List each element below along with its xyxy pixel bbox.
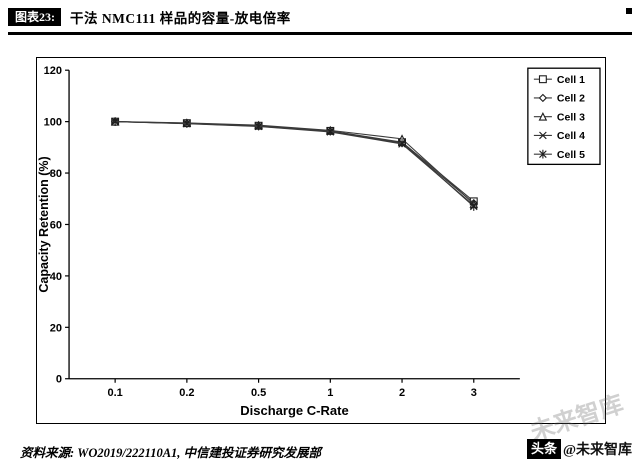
header-divider [8, 32, 632, 35]
x-tick-label: 2 [399, 387, 405, 399]
legend-label-cell-2: Cell 2 [557, 93, 585, 105]
legend-marker-cell-5 [539, 149, 547, 159]
x-tick-label: 3 [471, 387, 477, 399]
legend-item-cell-4: Cell 4 [533, 130, 585, 142]
legend-box [527, 67, 601, 166]
data-marker-cell-5 [469, 202, 478, 211]
series-cell-2 [110, 117, 478, 208]
legend-item-cell-3: Cell 3 [533, 111, 585, 123]
y-tick-label: 120 [44, 65, 62, 77]
legend-marker-cell-3 [538, 112, 548, 121]
series-cell-5 [111, 117, 478, 211]
series-line-cell-4 [115, 121, 475, 206]
legend-marker-cell-1 [538, 75, 547, 84]
legend-item-cell-5: Cell 5 [533, 149, 585, 161]
y-tick-label: 0 [56, 374, 62, 386]
legend-label-cell-3: Cell 3 [557, 111, 585, 123]
source-note: 资料来源: WO2019/222110A1, 中信建投证券研究发展部 [20, 446, 322, 460]
series-line-cell-2 [115, 121, 475, 204]
data-marker-cell-5 [398, 138, 406, 148]
chart-canvas: 0 20 40 60 80 100 120 0.1 0.2 0.5 1 2 3 Capacity Rete… [37, 65, 601, 418]
publisher-row: 头条 @未来智库 [526, 439, 632, 460]
publisher-handle: @未来智库 [562, 443, 632, 459]
y-tick-label: 80 [50, 168, 62, 180]
series-line-cell-3 [115, 121, 475, 205]
x-tick-label: 0.5 [251, 387, 266, 399]
legend-item-cell-2: Cell 2 [533, 93, 585, 105]
data-marker-cell-5 [111, 117, 119, 127]
toutiao-badge: 头条 [526, 439, 561, 460]
legend-label-cell-4: Cell 4 [557, 130, 585, 142]
data-marker-cell-5 [254, 121, 263, 131]
figure-number-label: 图表23: [8, 8, 61, 26]
x-tick-label: 1 [327, 387, 333, 399]
y-tick-label: 40 [50, 271, 62, 283]
x-tick-label: 0.1 [107, 387, 122, 399]
data-marker-cell-5 [183, 119, 191, 128]
figure-title: 干法 NMC111 样品的容量-放电倍率 [70, 11, 291, 26]
series-cell-3 [110, 116, 479, 208]
legend-label-cell-5: Cell 5 [557, 149, 585, 161]
header-end-square [626, 8, 632, 14]
y-tick-label: 100 [44, 117, 62, 129]
legend-marker-cell-4 [539, 131, 547, 140]
y-axis-title: Capacity Retention (%) [37, 156, 51, 292]
legend-label-cell-1: Cell 1 [557, 74, 585, 86]
series-line-cell-5 [115, 121, 475, 207]
series-cell-4 [111, 117, 478, 210]
legend-marker-cell-2 [538, 93, 548, 103]
x-tick-label: 0.2 [179, 387, 194, 399]
legend-item-cell-1: Cell 1 [533, 74, 585, 86]
legend: Cell 1 Cell 2 Cell 3 Cell 4 Cell 5 [527, 67, 601, 166]
figure-header-row: 图表23: 干法 NMC111 样品的容量-放电倍率 [8, 7, 632, 27]
y-tick-label: 60 [50, 219, 62, 231]
chart-frame: 0 20 40 60 80 100 120 0.1 0.2 0.5 1 2 3 Capacity Rete… [36, 57, 606, 424]
x-axis-title: Discharge C-Rate [240, 403, 348, 418]
y-tick-label: 20 [50, 322, 62, 334]
figure-header: 图表23: 干法 NMC111 样品的容量-放电倍率 [8, 7, 632, 35]
data-marker-cell-5 [326, 126, 335, 136]
series-line-cell-1 [115, 121, 475, 202]
